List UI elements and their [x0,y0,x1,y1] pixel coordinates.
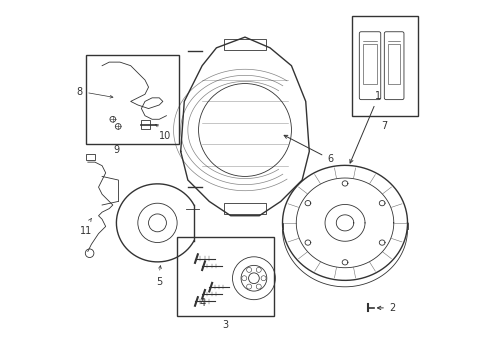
Text: 1: 1 [350,91,382,163]
Text: 9: 9 [113,145,120,155]
Text: 2: 2 [390,303,396,313]
Text: 5: 5 [156,277,162,287]
Bar [388,44,400,84]
Text: 6: 6 [284,135,333,164]
Text: 11: 11 [80,226,92,237]
Text: 7: 7 [381,121,388,131]
Bar [363,44,377,84]
Bar [223,39,267,50]
Bar [86,154,95,160]
Bar [177,237,273,316]
Text: 4: 4 [199,298,205,308]
Bar [86,55,179,144]
Text: 3: 3 [222,320,228,330]
Bar [223,203,267,214]
Text: 8: 8 [76,87,82,98]
Text: 10: 10 [158,131,171,141]
Bar [352,16,418,116]
Bar [142,120,150,129]
